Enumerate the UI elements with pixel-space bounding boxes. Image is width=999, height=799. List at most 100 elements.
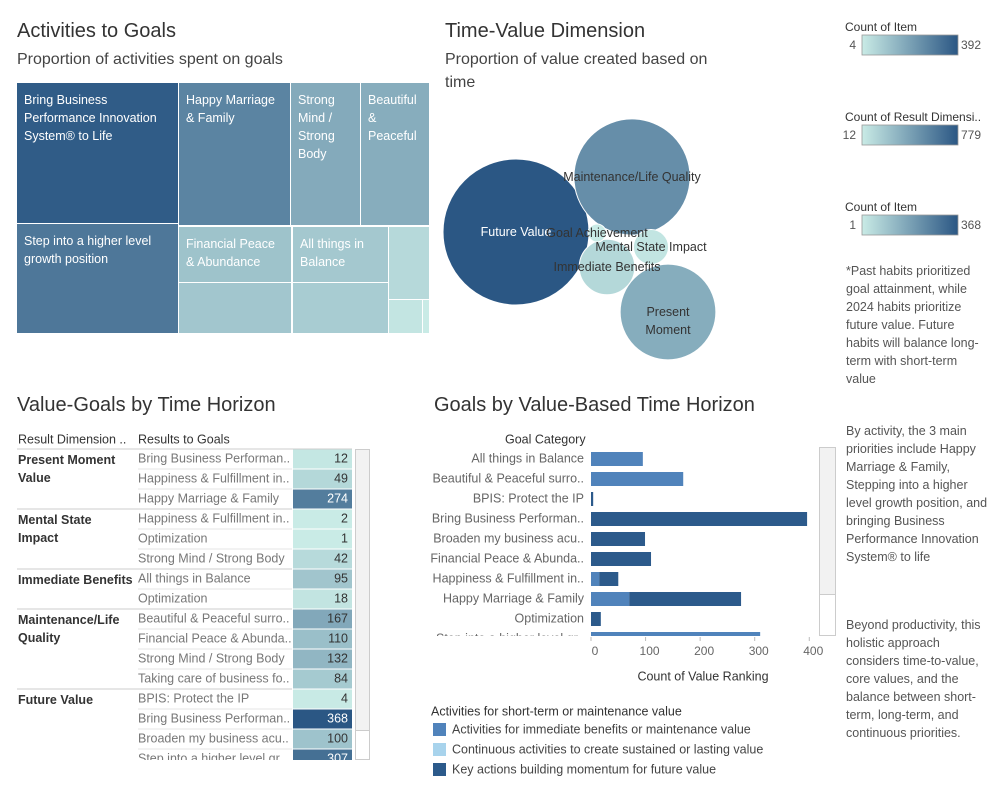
goal-label: Happy Marriage & Family	[138, 491, 280, 505]
bar	[591, 572, 600, 586]
value-label: 100	[327, 731, 348, 745]
treemap-cell	[293, 227, 388, 282]
legend-min: 12	[842, 128, 856, 142]
bubble-label: Goal Achievement	[546, 226, 648, 240]
treemap-label: Step into a higher level growth position	[24, 234, 152, 266]
category-label: Financial Peace & Abunda..	[430, 551, 584, 565]
treemap-cell	[17, 83, 178, 223]
category-label: BPIS: Protect the IP	[473, 491, 584, 505]
legend-swatch	[433, 723, 446, 736]
bar-title: Goals by Value-Based Time Horizon	[434, 394, 755, 416]
bar	[599, 572, 619, 586]
treemap-cell	[179, 227, 291, 282]
value-label: 18	[334, 591, 348, 605]
legend-ramp	[861, 214, 959, 236]
treemap-label: Happy Marriage & Family	[186, 93, 275, 125]
value-cell	[293, 729, 352, 749]
group-label: Maintenance/Life Quality	[18, 613, 120, 645]
goal-label: Bring Business Performan..	[138, 711, 290, 725]
bubble-label: Mental State Impact	[595, 240, 707, 254]
bubble-label: Immediate Benefits	[553, 260, 661, 274]
legend-label: Continuous activities to create sustaine…	[452, 742, 763, 756]
value-cell	[293, 569, 352, 589]
value-cell	[293, 609, 352, 629]
x-tick-label: 100	[640, 644, 660, 658]
treemap-label: Beautiful & Peaceful	[368, 93, 417, 143]
value-cell	[293, 509, 352, 529]
treemap-label: All things in Balance	[300, 237, 364, 269]
column-header: Result Dimension ..	[18, 432, 126, 446]
x-tick-label: 400	[803, 644, 823, 658]
value-cell	[293, 689, 352, 709]
value-label: 95	[334, 571, 348, 585]
x-tick-label: 0	[592, 644, 599, 658]
legend-label: Key actions building momentum for future…	[452, 762, 716, 776]
bar	[591, 632, 761, 636]
bar	[591, 612, 601, 626]
scroll-thumb[interactable]	[356, 730, 369, 759]
bubble-label: Maintenance/Life Quality	[563, 170, 701, 184]
legend-title: Count of Item	[845, 20, 918, 34]
x-axis-title: Count of Value Ranking	[637, 669, 768, 683]
bubble-label: Future Value	[480, 225, 552, 239]
note: Beyond productivity, this holistic appro…	[846, 618, 981, 740]
bar	[591, 592, 630, 606]
bar	[591, 492, 594, 506]
value-label: 132	[327, 651, 348, 665]
value-cell	[293, 749, 352, 760]
category-label: Beautiful & Peaceful surro..	[433, 471, 584, 485]
value-label: 12	[334, 451, 348, 465]
goal-label: Bring Business Performan..	[138, 451, 290, 465]
value-label: 1	[341, 531, 348, 545]
goal-label: Financial Peace & Abunda..	[138, 631, 292, 645]
bar	[629, 592, 742, 606]
scroll-thumb[interactable]	[820, 594, 835, 635]
bar	[591, 532, 646, 546]
value-label: 368	[327, 711, 348, 725]
bubble-label: Present Moment	[645, 305, 691, 337]
table-body: Bring Business Performan.. 12 Happiness & …	[17, 449, 352, 765]
category-label: All things in Balance	[471, 451, 584, 465]
goal-label: All things in Balance	[138, 571, 251, 585]
table-title: Value-Goals by Time Horizon	[17, 394, 276, 416]
scrollbar[interactable]	[819, 447, 836, 636]
legend-label: Activities for immediate benefits or mai…	[452, 722, 751, 736]
goal-label: Taking care of business fo..	[138, 671, 289, 685]
treemap-label: Bring Business Performance Innovation Sy…	[24, 93, 157, 143]
value-label: 84	[334, 671, 348, 685]
bar	[591, 472, 684, 486]
goal-label: Step into a higher level gr..	[138, 751, 286, 765]
category-label: Happy Marriage & Family	[443, 591, 585, 605]
value-cell	[293, 709, 352, 729]
group-label: Future Value	[18, 693, 94, 707]
bar-body: All things in Balance Beautiful & Peacefu…	[430, 451, 808, 645]
goal-label: Optimization	[138, 531, 208, 545]
treemap-cell	[179, 83, 290, 225]
category-header: Goal Category	[505, 432, 586, 446]
value-cell	[293, 449, 352, 469]
treemap-cell	[423, 300, 429, 333]
bar	[591, 552, 652, 566]
category-label: Step into a higher level gr..	[436, 631, 584, 645]
scrollbar[interactable]	[355, 449, 370, 760]
bubble-subtitle: Proportion of value created based on tim…	[445, 51, 708, 91]
goal-label: Optimization	[138, 591, 208, 605]
value-cell	[293, 489, 352, 509]
legend-ramp	[861, 34, 959, 56]
bar	[591, 452, 643, 466]
treemap-label: Financial Peace & Abundance	[186, 237, 275, 269]
bar	[591, 512, 808, 526]
bubble	[573, 118, 691, 236]
legend-min: 4	[849, 38, 856, 52]
treemap-cell	[389, 227, 429, 299]
treemap-cell	[17, 224, 178, 333]
treemap-cell	[389, 300, 422, 333]
treemap-cell	[293, 283, 388, 333]
treemap-cell	[179, 283, 291, 333]
value-label: 110	[328, 631, 348, 645]
bubble	[632, 228, 670, 266]
category-label: Optimization	[515, 611, 585, 625]
goal-label: Happiness & Fulfillment in..	[138, 471, 289, 485]
